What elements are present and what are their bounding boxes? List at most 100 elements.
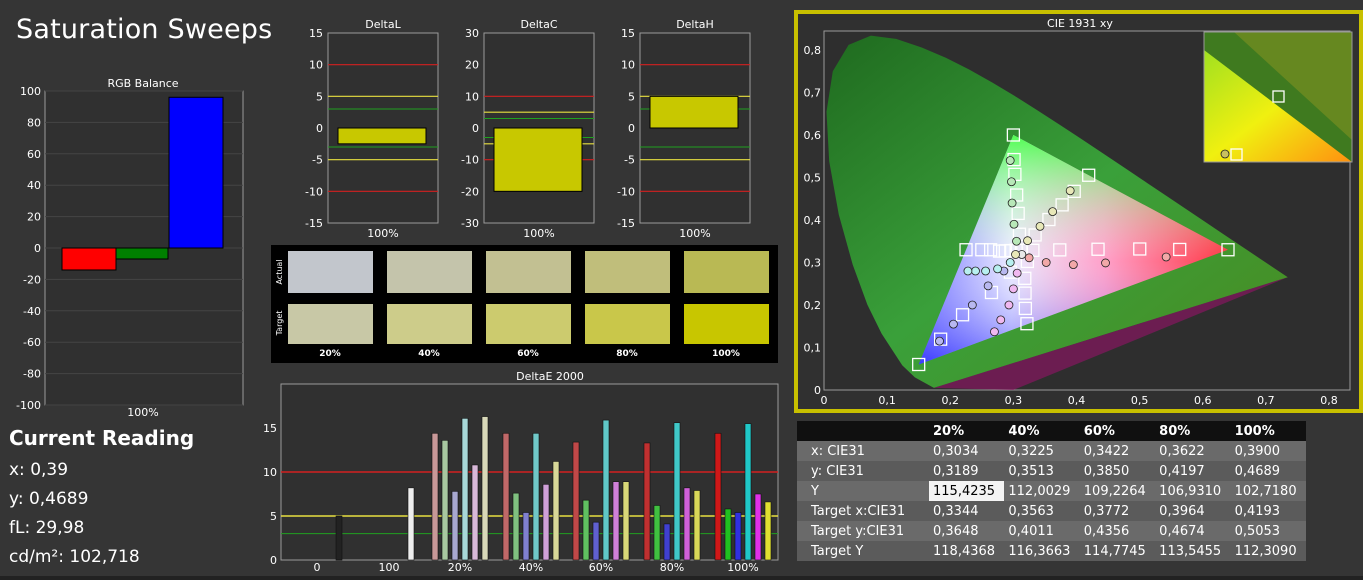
target-marker (1028, 228, 1042, 242)
table-cell[interactable]: 0,3900 (1230, 441, 1306, 461)
table-cell[interactable]: 0,4356 (1079, 521, 1156, 541)
table-cell[interactable]: 102,7180 (1230, 481, 1306, 501)
inset-gamut-region (1204, 50, 1352, 162)
rgb-bar (61, 247, 117, 271)
measured-point (1065, 186, 1075, 196)
cie-x-tick-label: 0,8 (1320, 394, 1338, 407)
target-marker (1055, 198, 1069, 212)
delta-e-bar (653, 505, 661, 561)
table-cell[interactable]: 0,3189 (929, 461, 1005, 481)
target-marker (975, 243, 989, 257)
table-cell[interactable]: 0,3622 (1155, 441, 1231, 461)
table-cell[interactable]: 109,2264 (1079, 481, 1156, 501)
cie-y-tick-label: 0,7 (804, 87, 822, 100)
swatch-label: 100% (712, 349, 740, 359)
table-row: Target y:CIE31 0,3648 0,4011 0,4356 0,4674 0,… (797, 521, 1306, 541)
cie-title: CIE 1931 xy (1047, 17, 1113, 30)
target-swatch (585, 304, 670, 344)
table-cell[interactable]: 114,7745 (1079, 541, 1156, 561)
table-cell[interactable]: 0,3964 (1155, 501, 1231, 521)
table-cell[interactable]: 0,3772 (1079, 501, 1156, 521)
measured-point (1024, 253, 1034, 263)
table-cell[interactable]: 0,4674 (1155, 521, 1231, 541)
measured-point (949, 319, 958, 329)
table-cell[interactable]: 0,3563 (1004, 501, 1080, 521)
delta-e-bar (451, 491, 459, 561)
delta-category-label: 100% (679, 227, 710, 240)
measured-point (1161, 252, 1171, 262)
delta-e-bar (683, 487, 691, 561)
table-cell[interactable]: 0,4689 (1230, 461, 1306, 481)
cie-y-tick-label: 0 (814, 384, 821, 397)
current-fl: fL: 29,98 (9, 518, 85, 538)
delta-e-bar (744, 423, 752, 561)
delta-e-bar (643, 442, 651, 561)
table-cell[interactable]: 112,0029 (1004, 481, 1080, 501)
measured-point (1005, 156, 1015, 165)
delta-tick-label: -15 (617, 217, 635, 230)
delta-bar (337, 127, 427, 145)
delta-e-bar (622, 481, 630, 561)
delta-chart-title: DeltaH (676, 18, 714, 31)
measured-point (1005, 258, 1015, 267)
measured-point (1007, 198, 1017, 208)
rgb-tick-label: -60 (23, 336, 41, 349)
table-cell[interactable]: 0,4197 (1155, 461, 1231, 481)
current-y: y: 0,4689 (9, 489, 89, 509)
rgb-tick-label: 60 (27, 148, 41, 161)
table-cell[interactable]: 0,3034 (929, 441, 1005, 461)
target-marker (992, 244, 1007, 258)
delta-tick-label: -10 (461, 154, 479, 167)
table-cell[interactable]: 113,5455 (1155, 541, 1231, 561)
actual-swatch (684, 251, 769, 293)
cie-y-tick-label: 0,5 (804, 172, 822, 185)
swatch-label: 40% (418, 349, 440, 359)
rgb-tick-label: 100 (20, 85, 41, 98)
measured-point (1012, 236, 1021, 246)
measured-point (996, 315, 1006, 325)
measurement-table: 20% 40% 60% 80% 100% x: CIE31 0,3034 0,3225 0,34… (797, 421, 1306, 561)
table-cell[interactable]: 0,3648 (929, 521, 1005, 541)
table-cell[interactable]: 0,3422 (1079, 441, 1156, 461)
target-marker (1091, 242, 1105, 256)
target-marker (1010, 188, 1024, 202)
current-x: x: 0,39 (9, 460, 69, 480)
delta-tick-label: 5 (628, 90, 635, 103)
table-cell[interactable]: 118,4368 (929, 541, 1005, 561)
measured-point (1068, 260, 1078, 270)
delta-e-bar (532, 432, 540, 561)
rgb-tick-label: -40 (23, 305, 41, 318)
delta-e-bar (582, 499, 590, 561)
inset-target-marker (1272, 90, 1285, 103)
delta-e-category-label: 60% (589, 561, 613, 574)
rgb-bar (168, 96, 224, 249)
target-marker (1018, 271, 1032, 285)
table-row: Y 115,4235 112,0029 109,2264 106,9310 102,718… (797, 481, 1306, 501)
measured-point (1035, 221, 1045, 231)
table-cell[interactable]: 0,3850 (1079, 461, 1156, 481)
table-cell[interactable]: 0,4193 (1230, 501, 1306, 521)
delta-tick-label: 15 (621, 27, 635, 40)
table-cell[interactable]: 115,4235 (929, 481, 1005, 501)
table-cell[interactable]: 0,3513 (1004, 461, 1080, 481)
delta-tick-label: -5 (624, 154, 635, 167)
gamut-triangle-shade (918, 135, 1228, 365)
table-cell[interactable]: 116,3663 (1004, 541, 1080, 561)
table-cell[interactable]: 112,3090 (1230, 541, 1306, 561)
table-cell[interactable]: 0,5053 (1230, 521, 1306, 541)
measured-point (1041, 258, 1051, 267)
inset-locus-edge (1234, 32, 1352, 140)
target-marker (1006, 128, 1021, 142)
swatch-label: 20% (319, 349, 341, 359)
cie-y-tick-label: 0,2 (804, 299, 822, 312)
table-cell[interactable]: 0,4011 (1004, 521, 1080, 541)
table-cell[interactable]: 106,9310 (1155, 481, 1231, 501)
rgb-balance-chart: RGB Balance 100 80 60 40 20 0 -20 -40 -60 -80 -100… (16, 77, 244, 419)
table-cell[interactable]: 0,3344 (929, 501, 1005, 521)
target-marker (1173, 242, 1187, 257)
delta-e-tick-label: 10 (263, 466, 277, 479)
table-row: Target x:CIE31 0,3344 0,3563 0,3772 0,3964 0,… (797, 501, 1306, 521)
rgb-tick-label: 80 (27, 116, 41, 129)
table-column-header: 100% (1230, 421, 1306, 441)
table-cell[interactable]: 0,3225 (1004, 441, 1080, 461)
